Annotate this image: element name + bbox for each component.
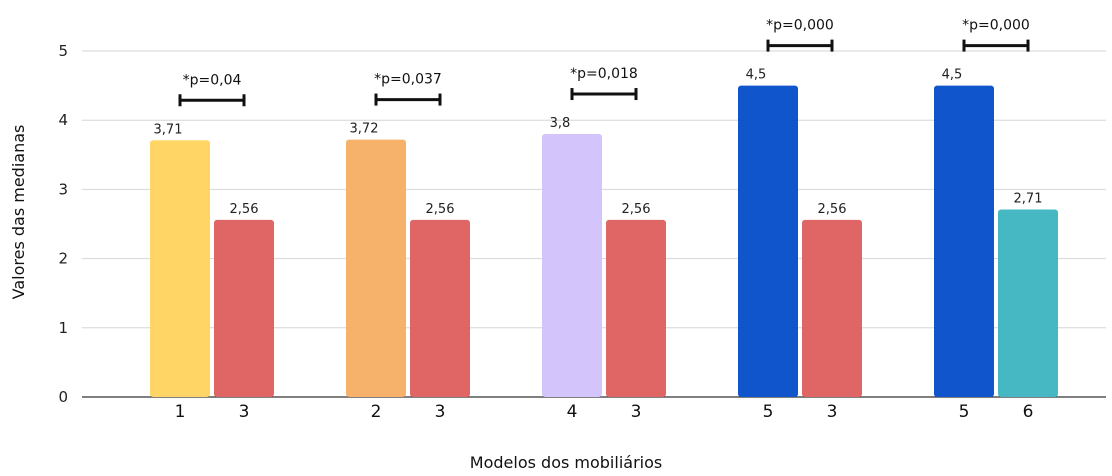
x-tick-label: 1 xyxy=(175,402,186,422)
y-axis-title: Valores das medianas xyxy=(9,125,28,300)
y-tick-label: 4 xyxy=(58,111,68,129)
p-value-label: *p=0,018 xyxy=(570,66,638,82)
bar xyxy=(998,209,1058,397)
data-label: 3,8 xyxy=(550,116,571,131)
data-label: 4,5 xyxy=(746,68,767,83)
data-label: 3,71 xyxy=(154,122,183,137)
axis-ticks: 0 1 2 3 4 5 1 3 2 3 4 3 5 3 5 6 xyxy=(58,42,1033,422)
y-tick-label: 0 xyxy=(58,388,68,406)
p-value-label: *p=0,037 xyxy=(374,72,442,88)
bar xyxy=(542,134,602,398)
data-label: 2,56 xyxy=(622,202,651,217)
data-label: 2,56 xyxy=(818,202,847,217)
bar xyxy=(214,219,274,397)
bar xyxy=(934,85,994,397)
bar xyxy=(346,139,406,398)
x-tick-label: 3 xyxy=(827,402,838,422)
y-tick-label: 1 xyxy=(58,319,68,337)
bar xyxy=(802,219,862,397)
y-tick-label: 5 xyxy=(58,42,68,60)
bar xyxy=(410,219,470,397)
y-tick-label: 3 xyxy=(58,180,68,198)
x-tick-label: 3 xyxy=(631,402,642,422)
x-tick-label: 4 xyxy=(567,402,578,422)
p-value-label: *p=0,000 xyxy=(766,18,834,34)
significance-brackets: *p=0,04 *p=0,037 *p=0,018 *p=0,000 *p=0,000 xyxy=(178,18,1030,107)
x-tick-label: 2 xyxy=(371,402,382,422)
data-label: 4,5 xyxy=(942,68,963,83)
x-tick-label: 5 xyxy=(763,402,774,422)
x-tick-label: 3 xyxy=(239,402,250,422)
p-value-label: *p=0,000 xyxy=(962,18,1030,34)
data-label: 3,72 xyxy=(350,122,379,137)
x-axis-title: Modelos dos mobiliários xyxy=(470,453,662,472)
bars xyxy=(150,85,1058,398)
data-labels: 3,71 2,56 3,72 2,56 3,8 2,56 4,5 2,56 4,5 2,71 xyxy=(154,68,1043,217)
y-tick-label: 2 xyxy=(58,250,68,268)
data-label: 2,56 xyxy=(426,202,455,217)
data-label: 2,71 xyxy=(1014,191,1043,206)
data-label: 2,56 xyxy=(230,202,259,217)
bar xyxy=(738,85,798,397)
bar xyxy=(150,140,210,397)
x-tick-label: 5 xyxy=(959,402,970,422)
x-tick-label: 6 xyxy=(1023,402,1034,422)
p-value-label: *p=0,04 xyxy=(183,72,242,88)
x-tick-label: 3 xyxy=(435,402,446,422)
bar xyxy=(606,219,666,397)
